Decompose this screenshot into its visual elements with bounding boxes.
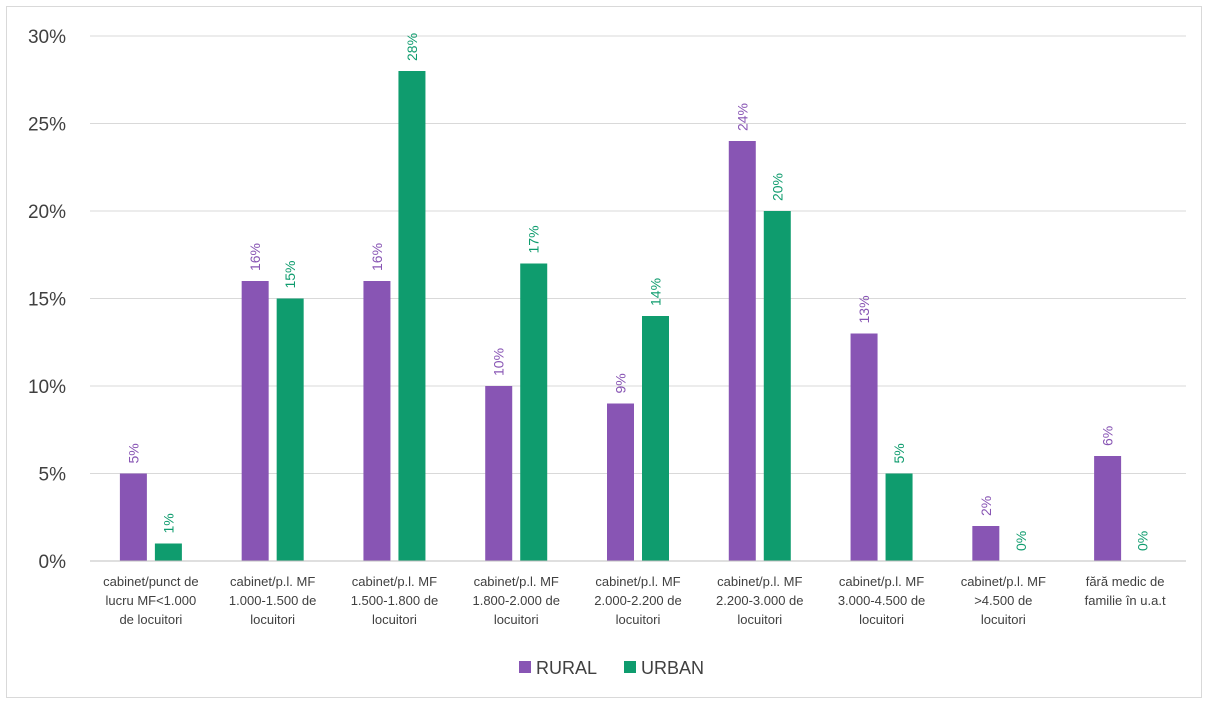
category-label: familie în u.a.t bbox=[1085, 593, 1166, 608]
category-label: lucru MF<1.000 bbox=[106, 593, 197, 608]
bar-rural bbox=[728, 141, 756, 561]
legend-label-urban: URBAN bbox=[641, 658, 704, 678]
y-tick-label: 5% bbox=[39, 465, 67, 486]
category-label: cabinet/p.l. MF bbox=[595, 574, 680, 589]
bar-urban bbox=[276, 298, 304, 561]
bars bbox=[119, 71, 1122, 561]
bar-urban bbox=[520, 263, 548, 561]
bar-urban bbox=[154, 543, 182, 561]
y-tick-label: 30% bbox=[28, 27, 66, 48]
bar-rural bbox=[485, 386, 513, 561]
category-label: 1.500-1.800 de bbox=[351, 593, 438, 608]
bar-urban bbox=[763, 211, 791, 561]
bar-rural bbox=[972, 526, 1000, 561]
y-tick-label: 20% bbox=[28, 202, 66, 223]
bar-urban bbox=[398, 71, 426, 561]
y-tick-label: 15% bbox=[28, 290, 66, 311]
category-label: cabinet/p.l. MF bbox=[230, 574, 315, 589]
data-label-rural: 5% bbox=[125, 443, 141, 463]
bar-rural bbox=[363, 281, 391, 561]
gridlines bbox=[90, 35, 1186, 474]
bar-rural bbox=[241, 281, 269, 561]
category-label: locuitori bbox=[981, 612, 1026, 627]
data-label-urban: 15% bbox=[282, 260, 298, 288]
data-label-urban: 5% bbox=[891, 443, 907, 463]
category-label: cabinet/p.l. MF bbox=[839, 574, 924, 589]
data-label-rural: 16% bbox=[247, 243, 263, 271]
data-label-urban: 14% bbox=[648, 278, 664, 306]
category-label: cabinet/p.l. MF bbox=[474, 574, 559, 589]
data-label-rural: 10% bbox=[491, 348, 507, 376]
data-label-urban: 17% bbox=[526, 225, 542, 253]
data-label-urban: 0% bbox=[1135, 531, 1151, 551]
category-label: 1.800-2.000 de bbox=[472, 593, 559, 608]
y-tick-label: 10% bbox=[28, 377, 66, 398]
data-label-urban: 1% bbox=[160, 513, 176, 533]
y-tick-label: 25% bbox=[28, 115, 66, 136]
y-tick-label: 0% bbox=[39, 552, 67, 573]
data-label-rural: 13% bbox=[856, 295, 872, 323]
bar-rural bbox=[119, 473, 147, 561]
chart-frame bbox=[6, 6, 1202, 698]
y-axis-tick-labels: 0% 5% 10% 15% 20% 25% 30% bbox=[28, 27, 66, 573]
data-label-rural: 9% bbox=[613, 373, 629, 393]
legend-label-rural: RURAL bbox=[536, 658, 597, 678]
data-label-urban: 20% bbox=[769, 173, 785, 201]
data-label-urban: 28% bbox=[404, 33, 420, 61]
legend-swatch-urban bbox=[624, 661, 636, 673]
category-label: 1.000-1.500 de bbox=[229, 593, 316, 608]
category-label: locuitori bbox=[250, 612, 295, 627]
category-label: locuitori bbox=[616, 612, 661, 627]
category-label: locuitori bbox=[859, 612, 904, 627]
category-label: cabinet/p.l. MF bbox=[717, 574, 802, 589]
category-label: cabinet/punct de bbox=[103, 574, 198, 589]
category-label: 2.000-2.200 de bbox=[594, 593, 681, 608]
bar-rural bbox=[850, 333, 878, 561]
category-label: locuitori bbox=[494, 612, 539, 627]
data-label-rural: 24% bbox=[734, 103, 750, 131]
legend-swatch-rural bbox=[519, 661, 531, 673]
data-label-urban: 0% bbox=[1013, 531, 1029, 551]
data-label-rural: 16% bbox=[369, 243, 385, 271]
category-label: cabinet/p.l. MF bbox=[961, 574, 1046, 589]
category-label: 2.200-3.000 de bbox=[716, 593, 803, 608]
data-label-rural: 2% bbox=[978, 496, 994, 516]
category-label: cabinet/p.l. MF bbox=[352, 574, 437, 589]
category-label: fără medic de bbox=[1086, 574, 1165, 589]
category-labels: cabinet/punct de lucru MF<1.000 de locuito… bbox=[103, 574, 1166, 627]
category-label: locuitori bbox=[737, 612, 782, 627]
category-label: locuitori bbox=[372, 612, 417, 627]
bar-urban bbox=[885, 473, 913, 561]
category-label: de locuitori bbox=[119, 612, 182, 627]
bar-urban bbox=[642, 316, 669, 561]
bar-rural bbox=[607, 403, 634, 561]
data-label-rural: 6% bbox=[1100, 426, 1116, 446]
category-label: >4.500 de bbox=[974, 593, 1032, 608]
category-label: 3.000-4.500 de bbox=[838, 593, 925, 608]
data-labels: 5% 16% 16% 10% 9% 24% 13% 2% 6% 1% 15% 28% 17% 14% 20%… bbox=[125, 33, 1150, 551]
bar-rural bbox=[1094, 456, 1122, 561]
legend: RURAL URBAN bbox=[519, 658, 704, 678]
